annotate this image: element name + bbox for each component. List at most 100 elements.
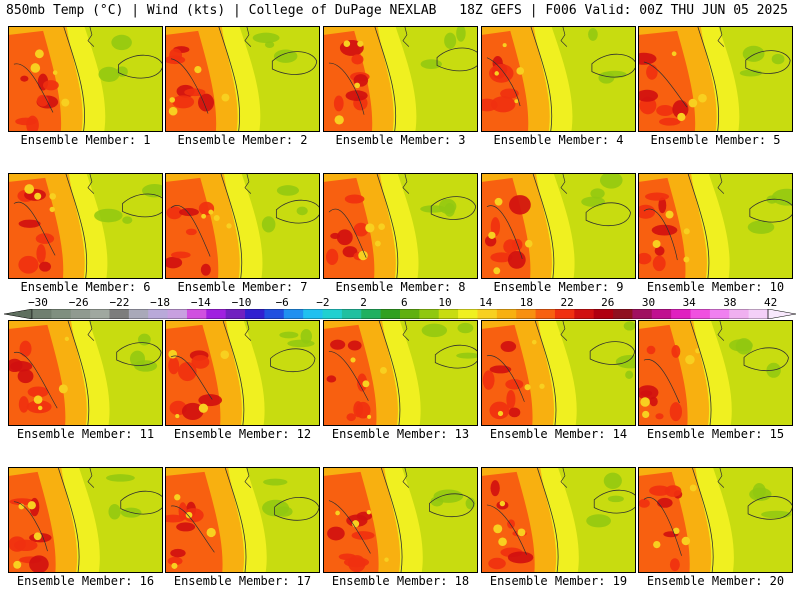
cool-patch [108,504,121,520]
hot-spot [9,358,23,373]
hot-spot [353,222,369,237]
colorbar-segment [709,309,730,319]
lake-outline [122,193,162,218]
colorbar-segment [225,309,246,319]
colorbar-segment [458,309,478,319]
isotherm-contour [486,504,527,555]
ensemble-member-caption: Ensemble Member: 13 [331,427,470,441]
isotherm-contour [687,174,710,278]
warm-spot [493,524,503,534]
colorbar-segment [690,309,711,319]
colorbar-left-arrow [4,309,33,319]
warm-spot [194,65,202,74]
ensemble-member-caption: Ensemble Member: 8 [335,280,466,294]
warm-spot [494,71,499,76]
hot-core [482,324,533,425]
warm-spot [516,67,525,75]
hot-spot [327,526,345,541]
isotherm-contour [643,208,678,261]
cool-patch [444,32,457,49]
hot-spot [355,401,371,419]
colorbar-outline [31,309,769,319]
warm-spot [384,557,389,562]
hot-spot [506,389,516,409]
colorbar-segment [361,309,382,319]
colorbar-segment [245,309,265,319]
temperature-field-map [324,27,477,131]
warm-spot [499,500,506,507]
coastline [87,174,95,194]
hot-spot [482,98,498,112]
hot-spot [652,255,666,272]
isotherm-contour [170,355,213,400]
lake-outline [275,199,319,224]
isotherm-contour [13,201,56,256]
temperature-field-map [639,321,792,425]
colorbar-tick-label: 10 [438,296,452,309]
cool-patch [728,339,753,352]
ensemble-member-map [481,467,636,573]
colorbar-segment [671,309,692,319]
colorbar-tick-label: −18 [150,296,171,309]
warm-spot [677,112,686,122]
isotherm-contour [63,27,85,131]
warm-spot [494,197,503,206]
colorbar-segment [264,309,285,319]
coastline [402,468,410,488]
cool-patch [599,174,623,189]
hot-spot [646,64,658,80]
cool-patch [252,32,280,43]
cool-patch [456,27,466,42]
lake-outline [585,202,631,227]
lake-outline [120,490,162,515]
temperature-field-map [324,174,477,278]
coastline [87,321,95,341]
coastline [402,321,410,341]
hot-spot [13,539,38,552]
warm-spot [671,51,677,57]
colorbar-tick-label: 38 [723,296,737,309]
ensemble-member-caption: Ensemble Member: 16 [16,574,155,588]
warm-spot [33,532,42,541]
warm-spot [683,256,690,263]
lake-outline [274,497,319,521]
warm-spot [517,528,526,537]
temperature-field-map [482,27,635,131]
hot-spot [669,558,680,572]
ensemble-member-caption: Ensemble Member: 19 [489,574,628,588]
isotherm-contour [643,61,688,108]
hot-spot [639,385,659,400]
warm-spot [49,206,55,213]
warm-spot [493,267,501,275]
temperature-field-map [9,174,162,278]
colorbar-tick-label: 6 [400,296,408,309]
isotherm-contour [170,58,209,114]
hot-spot [42,80,59,91]
hot-spot [507,250,526,269]
isotherm-contour [486,57,521,107]
colorbar-segment [729,309,750,319]
hot-spot [639,252,652,265]
cool-patch [747,220,775,234]
cool-patch [438,198,457,214]
lake-outline [593,489,635,514]
coastline [717,468,725,488]
warm-spot [524,239,533,248]
warm-spot [34,49,44,59]
ensemble-member-map [165,467,320,573]
temperature-field-map [166,174,319,278]
hot-spot [664,485,682,497]
temperature-field-map [166,321,319,425]
cool-patch [581,196,605,207]
ensemble-member-caption: Ensemble Member: 10 [646,280,785,294]
isotherm-contour [378,321,401,425]
ensemble-member-map [481,320,636,426]
colorbar-segment [148,309,169,319]
cool-patch [625,370,634,380]
isotherm-contour [57,468,80,572]
coastline [717,174,725,194]
ensemble-member-caption: Ensemble Member: 15 [646,427,785,441]
hot-spot [171,251,191,259]
ensemble-member-map [323,467,478,573]
colorbar-segment [322,309,343,319]
